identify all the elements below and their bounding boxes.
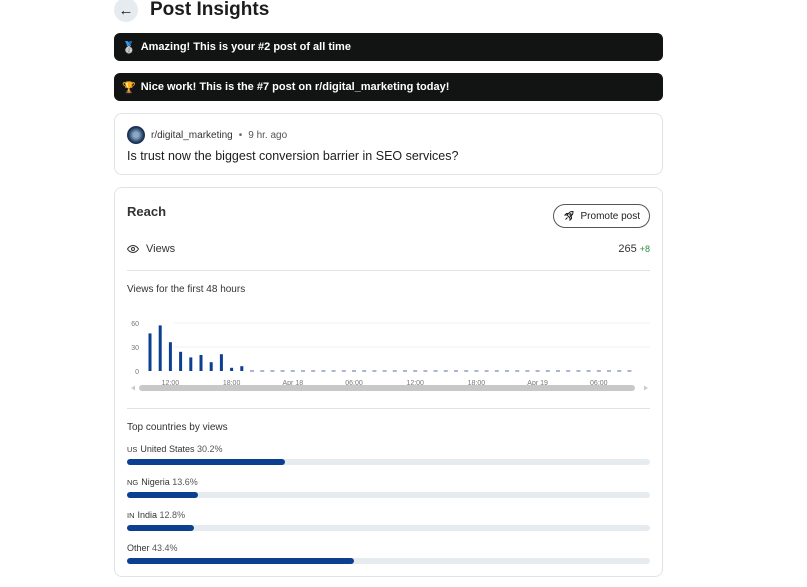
x-tick-label: 06:00 xyxy=(590,380,608,387)
country-label: NG Nigeria 13.6% xyxy=(127,477,650,487)
divider xyxy=(127,270,650,271)
chart-bar xyxy=(179,351,183,371)
country-row: Other 43.4% xyxy=(127,543,650,564)
scroll-left-icon xyxy=(131,385,135,391)
chart-bar xyxy=(199,355,203,371)
countries-title: Top countries by views xyxy=(127,422,228,433)
x-tick-label: 18:00 xyxy=(223,380,241,387)
country-bar-track xyxy=(127,558,650,564)
country-row: US United States 30.2% xyxy=(127,444,650,465)
y-tick-label: 30 xyxy=(131,345,139,352)
divider xyxy=(127,408,650,409)
back-button[interactable]: ← xyxy=(114,0,138,22)
country-bar-track xyxy=(127,492,650,498)
views-label: Views xyxy=(146,243,176,255)
country-percent: 12.8% xyxy=(159,510,186,520)
country-bar-fill xyxy=(127,558,354,564)
chart-bar xyxy=(168,342,172,371)
country-bar-track xyxy=(127,525,650,531)
reach-heading: Reach xyxy=(127,204,167,219)
views-value: 265 xyxy=(618,243,637,255)
chart-title: Views for the first 48 hours xyxy=(127,284,246,295)
arrow-left-icon: ← xyxy=(118,1,134,19)
page-header: ← Post Insights xyxy=(114,0,269,24)
trophy-icon: 🏆 xyxy=(122,81,136,94)
x-tick-label: Apr 18 xyxy=(282,380,303,387)
country-bar-fill xyxy=(127,525,194,531)
country-bar-fill xyxy=(127,459,285,465)
scroll-right-icon xyxy=(644,385,648,391)
country-name: India xyxy=(137,510,158,520)
banner-text: Nice work! This is the #7 post on r/digi… xyxy=(140,81,450,93)
country-bar-track xyxy=(127,459,650,465)
post-title[interactable]: Is trust now the biggest conversion barr… xyxy=(127,149,459,163)
views-count: 265 +8 xyxy=(618,243,650,255)
country-row: NG Nigeria 13.6% xyxy=(127,477,650,498)
country-percent: 30.2% xyxy=(196,444,223,454)
achievement-banner-today: 🏆 Nice work! This is the #7 post on r/di… xyxy=(114,73,663,101)
country-bar-fill xyxy=(127,492,199,498)
reach-card: Reach Promote post Views 265 +8 Views for… xyxy=(114,187,663,577)
chart-bar xyxy=(148,333,152,371)
chart-bar xyxy=(158,325,162,371)
chart-bar xyxy=(189,357,193,371)
chart-scrollbar[interactable] xyxy=(139,385,635,391)
x-tick-label: Apr 19 xyxy=(527,380,548,387)
country-code: IN xyxy=(127,511,135,520)
views-delta: +8 xyxy=(639,244,650,254)
chart-bar xyxy=(230,367,234,371)
post-age: 9 hr. ago xyxy=(248,129,288,141)
separator: • xyxy=(238,129,243,141)
chart-bar xyxy=(240,366,244,371)
views-chart: 0 30 60 12:00 18:00 Apr 18 06:00 12:00 18:00 Apr … xyxy=(131,321,650,391)
banner-text: Amazing! This is your #2 post of all tim… xyxy=(140,41,351,53)
eye-icon xyxy=(127,244,139,254)
country-name: Nigeria xyxy=(141,477,170,487)
x-tick-label: 06:00 xyxy=(345,380,363,387)
country-label: Other 43.4% xyxy=(127,543,650,553)
country-percent: 13.6% xyxy=(172,477,198,487)
promote-label: Promote post xyxy=(580,210,640,222)
y-tick-label: 60 xyxy=(131,321,139,328)
x-tick-label: 12:00 xyxy=(406,380,424,387)
subreddit-link[interactable]: r/digital_marketing xyxy=(151,129,233,141)
country-label: IN India 12.8% xyxy=(127,510,650,520)
subreddit-avatar xyxy=(127,126,145,144)
country-name: Other xyxy=(127,543,150,553)
country-row: IN India 12.8% xyxy=(127,510,650,531)
rocket-icon xyxy=(563,210,574,222)
page-title: Post Insights xyxy=(150,0,270,20)
country-label: US United States 30.2% xyxy=(127,444,650,454)
medal-icon: 🥈 xyxy=(122,41,136,54)
promote-post-button[interactable]: Promote post xyxy=(552,204,650,228)
views-row: Views xyxy=(127,243,175,255)
achievement-banner-alltime: 🥈 Amazing! This is your #2 post of all t… xyxy=(114,33,663,61)
country-code: NG xyxy=(127,478,139,487)
chart-bar xyxy=(209,362,213,371)
chart-bar xyxy=(219,354,223,371)
x-tick-label: 12:00 xyxy=(162,380,180,387)
country-name: United States xyxy=(140,444,195,454)
country-code: US xyxy=(127,445,138,454)
y-tick-label: 0 xyxy=(135,369,139,376)
country-percent: 43.4% xyxy=(152,543,178,553)
x-tick-label: 18:00 xyxy=(468,380,486,387)
post-card[interactable]: r/digital_marketing • 9 hr. ago Is trust… xyxy=(114,113,663,175)
